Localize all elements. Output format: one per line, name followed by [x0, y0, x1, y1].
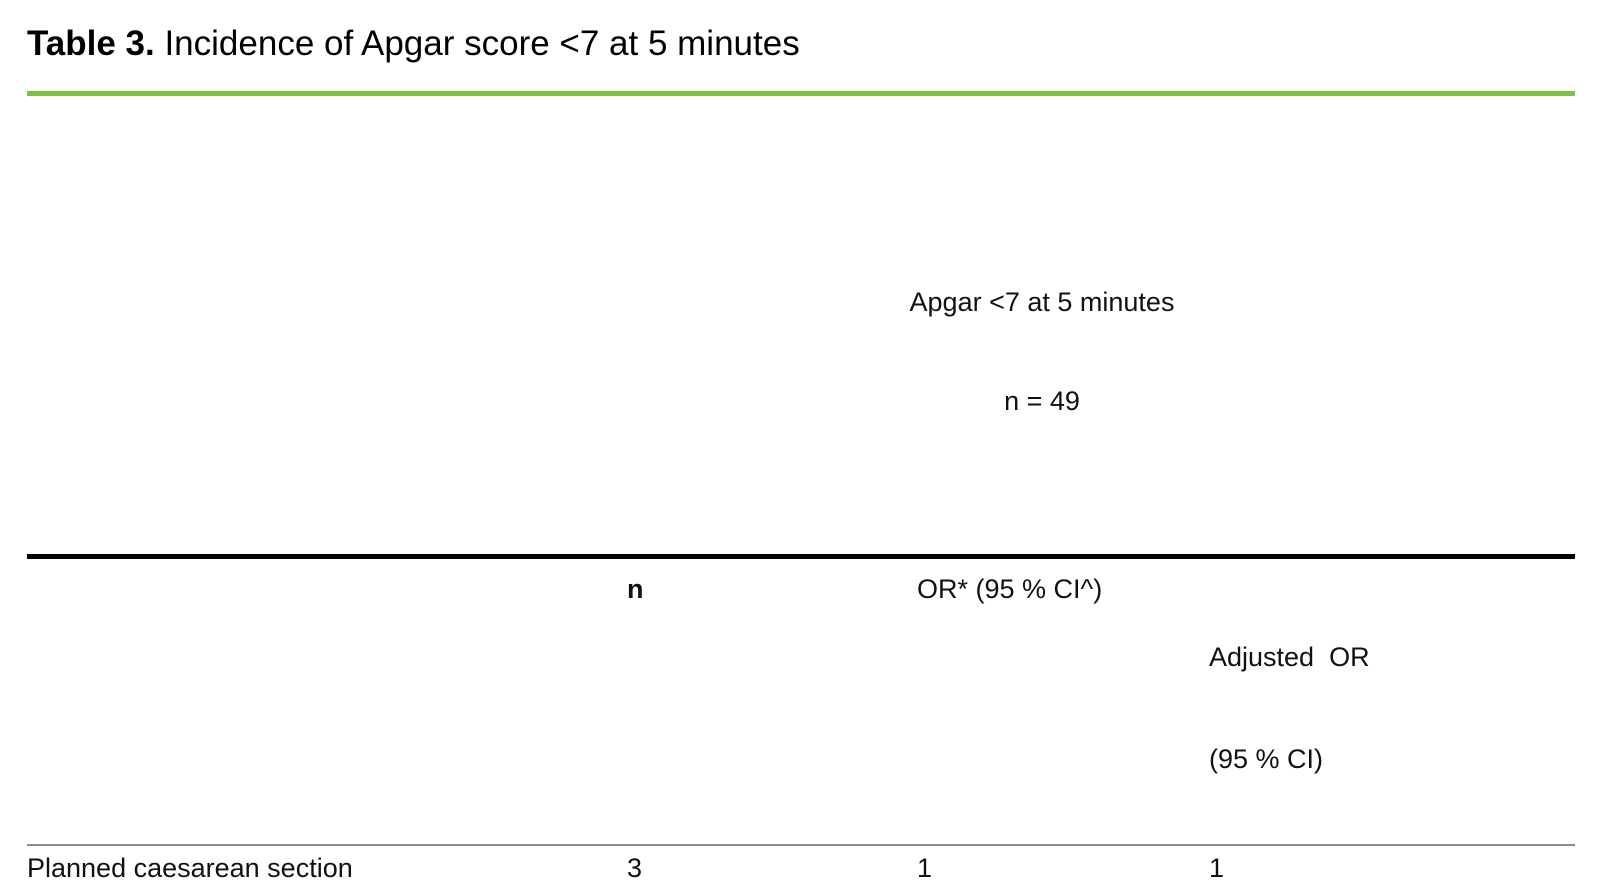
span-header-row: Apgar <7 at 5 minutes n = 49	[27, 158, 1575, 559]
span-header-line2: n = 49	[1004, 386, 1080, 416]
table-title-text: Incidence of Apgar score <7 at 5 minutes	[154, 24, 800, 63]
span-header: Apgar <7 at 5 minutes n = 49	[872, 220, 1212, 484]
span-header-line1: Apgar <7 at 5 minutes	[909, 287, 1175, 317]
cell-adjusted-or: 1	[1209, 853, 1225, 883]
column-header-n: n	[627, 556, 917, 846]
cell-or: 1	[917, 853, 933, 883]
column-header-adjusted-line2: (95 % CI)	[1209, 744, 1324, 774]
table-row-planned-caesarean: Planned caesarean section 3 1 1	[27, 845, 1575, 891]
table-number-label: Table 3.	[27, 24, 155, 63]
column-header-adjusted-or: Adjusted OR (95 % CI)	[1209, 556, 1575, 846]
top-green-rule	[27, 91, 1575, 96]
column-header-empty	[27, 556, 627, 846]
column-header-or: OR* (95 % CI^)	[917, 556, 1209, 846]
span-header-cell: Apgar <7 at 5 minutes n = 49	[910, 158, 1575, 559]
empty-cell	[27, 158, 627, 559]
row-label: Planned caesarean section	[27, 853, 353, 883]
cell-n: 3	[627, 853, 643, 883]
apgar-table: Apgar <7 at 5 minutes n = 49 n OR* (95 %…	[27, 158, 1575, 891]
column-header-adjusted-line1: Adjusted OR	[1209, 642, 1370, 672]
column-header-row: n OR* (95 % CI^) Adjusted OR (95 % CI)	[27, 556, 1575, 846]
empty-cell	[627, 158, 917, 559]
page-title: Table 3. Incidence of Apgar score <7 at …	[27, 22, 1575, 66]
